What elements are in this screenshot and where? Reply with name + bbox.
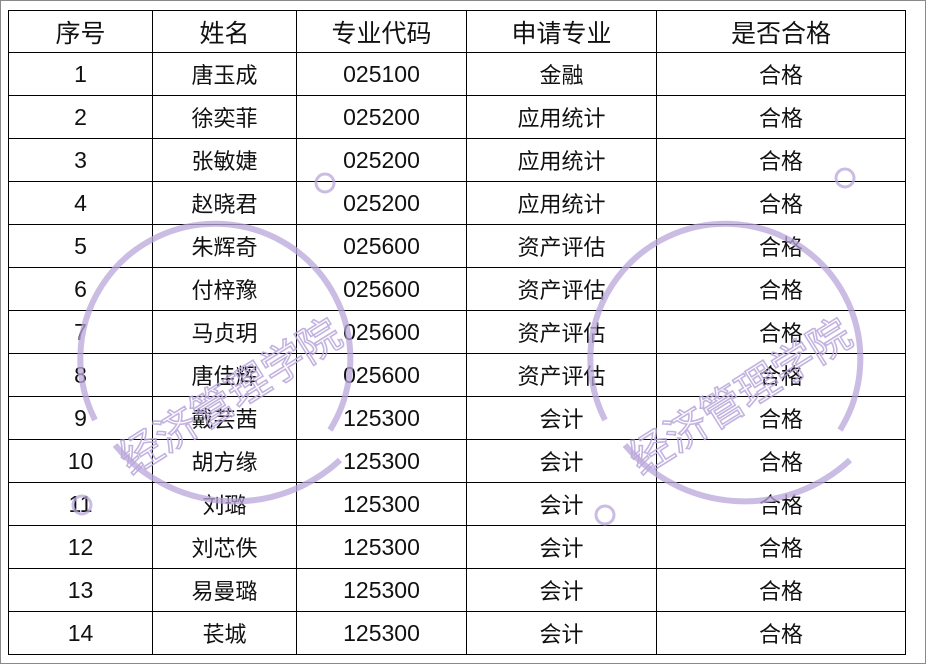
table-row: 1 唐玉成 025100 金融 合格 bbox=[8, 52, 906, 96]
table-cell: 应用统计 bbox=[466, 95, 657, 139]
table-cell: 会计 bbox=[466, 525, 657, 569]
table-cell: 合格 bbox=[656, 396, 906, 440]
table-cell: 1 bbox=[8, 52, 153, 96]
table-cell: 025600 bbox=[296, 310, 467, 354]
table-cell: 戴芸茜 bbox=[152, 396, 297, 440]
table-row: 11 刘璐 125300 会计 合格 bbox=[8, 482, 906, 526]
table-cell: 应用统计 bbox=[466, 138, 657, 182]
table-row: 10 胡方缘 125300 会计 合格 bbox=[8, 439, 906, 483]
table-cell: 025200 bbox=[296, 95, 467, 139]
table-cell: 125300 bbox=[296, 525, 467, 569]
table-cell: 苌城 bbox=[152, 611, 297, 655]
table-row: 12 刘芯佚 125300 会计 合格 bbox=[8, 525, 906, 569]
table-cell: 7 bbox=[8, 310, 153, 354]
table-cell: 张敏婕 bbox=[152, 138, 297, 182]
table-cell: 刘芯佚 bbox=[152, 525, 297, 569]
table-cell: 唐玉成 bbox=[152, 52, 297, 96]
table-cell: 4 bbox=[8, 181, 153, 225]
table-cell: 125300 bbox=[296, 568, 467, 612]
table-row: 7 马贞玥 025600 资产评估 合格 bbox=[8, 310, 906, 354]
table-cell: 025600 bbox=[296, 353, 467, 397]
table-cell: 朱辉奇 bbox=[152, 224, 297, 268]
table-cell: 合格 bbox=[656, 611, 906, 655]
table-cell: 11 bbox=[8, 482, 153, 526]
table-cell: 14 bbox=[8, 611, 153, 655]
table-cell: 资产评估 bbox=[466, 353, 657, 397]
table-row: 5 朱辉奇 025600 资产评估 合格 bbox=[8, 224, 906, 268]
table-cell: 13 bbox=[8, 568, 153, 612]
table-row: 13 易曼璐 125300 会计 合格 bbox=[8, 568, 906, 612]
table-cell: 合格 bbox=[656, 224, 906, 268]
table-cell: 金融 bbox=[466, 52, 657, 96]
table-cell: 马贞玥 bbox=[152, 310, 297, 354]
table-cell: 3 bbox=[8, 138, 153, 182]
column-header: 序号 bbox=[8, 10, 153, 53]
column-header: 姓名 bbox=[152, 10, 297, 53]
table-cell: 025600 bbox=[296, 267, 467, 311]
table-cell: 刘璐 bbox=[152, 482, 297, 526]
table-cell: 会计 bbox=[466, 439, 657, 483]
table-cell: 125300 bbox=[296, 611, 467, 655]
table-cell: 025200 bbox=[296, 181, 467, 225]
table-cell: 唐佳辉 bbox=[152, 353, 297, 397]
table-cell: 会计 bbox=[466, 611, 657, 655]
table-cell: 合格 bbox=[656, 267, 906, 311]
table-cell: 合格 bbox=[656, 52, 906, 96]
table-cell: 合格 bbox=[656, 353, 906, 397]
table-cell: 025600 bbox=[296, 224, 467, 268]
table-cell: 125300 bbox=[296, 439, 467, 483]
table-row: 2 徐奕菲 025200 应用统计 合格 bbox=[8, 95, 906, 139]
table-row: 8 唐佳辉 025600 资产评估 合格 bbox=[8, 353, 906, 397]
table-cell: 5 bbox=[8, 224, 153, 268]
table-cell: 资产评估 bbox=[466, 310, 657, 354]
table-row: 4 赵晓君 025200 应用统计 合格 bbox=[8, 181, 906, 225]
table-cell: 赵晓君 bbox=[152, 181, 297, 225]
table-row: 14 苌城 125300 会计 合格 bbox=[8, 611, 906, 655]
column-header: 是否合格 bbox=[656, 10, 906, 53]
table-cell: 025200 bbox=[296, 138, 467, 182]
table-cell: 合格 bbox=[656, 95, 906, 139]
table-row: 9 戴芸茜 125300 会计 合格 bbox=[8, 396, 906, 440]
table-cell: 胡方缘 bbox=[152, 439, 297, 483]
table-cell: 合格 bbox=[656, 568, 906, 612]
table-cell: 资产评估 bbox=[466, 267, 657, 311]
table-cell: 合格 bbox=[656, 482, 906, 526]
table-cell: 合格 bbox=[656, 439, 906, 483]
column-header: 专业代码 bbox=[296, 10, 467, 53]
table-cell: 易曼璐 bbox=[152, 568, 297, 612]
table-cell: 125300 bbox=[296, 482, 467, 526]
table-cell: 6 bbox=[8, 267, 153, 311]
table-cell: 2 bbox=[8, 95, 153, 139]
table-cell: 合格 bbox=[656, 138, 906, 182]
table-cell: 应用统计 bbox=[466, 181, 657, 225]
table-cell: 12 bbox=[8, 525, 153, 569]
table-cell: 合格 bbox=[656, 525, 906, 569]
table-cell: 付梓豫 bbox=[152, 267, 297, 311]
table-cell: 会计 bbox=[466, 396, 657, 440]
table-cell: 合格 bbox=[656, 181, 906, 225]
table-row: 6 付梓豫 025600 资产评估 合格 bbox=[8, 267, 906, 311]
table-cell: 合格 bbox=[656, 310, 906, 354]
table-header-row: 序号 姓名 专业代码 申请专业 是否合格 bbox=[8, 10, 906, 53]
table-cell: 徐奕菲 bbox=[152, 95, 297, 139]
table-cell: 会计 bbox=[466, 482, 657, 526]
results-table: 序号 姓名 专业代码 申请专业 是否合格 1 唐玉成 025100 金融 合格 2 徐奕菲 02520… bbox=[8, 10, 906, 655]
column-header: 申请专业 bbox=[466, 10, 657, 53]
table-cell: 9 bbox=[8, 396, 153, 440]
table-cell: 025100 bbox=[296, 52, 467, 96]
table-cell: 125300 bbox=[296, 396, 467, 440]
table-cell: 10 bbox=[8, 439, 153, 483]
table-row: 3 张敏婕 025200 应用统计 合格 bbox=[8, 138, 906, 182]
table-cell: 会计 bbox=[466, 568, 657, 612]
table-cell: 8 bbox=[8, 353, 153, 397]
table-cell: 资产评估 bbox=[466, 224, 657, 268]
